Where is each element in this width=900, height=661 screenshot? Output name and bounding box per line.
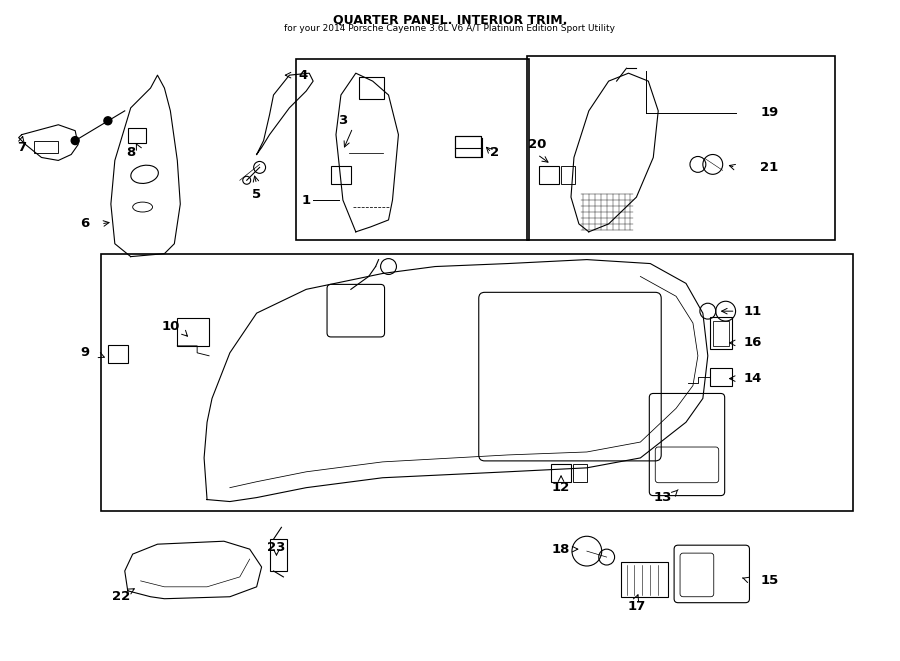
Bar xyxy=(539,167,559,184)
Text: 17: 17 xyxy=(627,600,645,613)
Text: 22: 22 xyxy=(112,590,130,603)
Text: 16: 16 xyxy=(743,336,761,350)
Text: 10: 10 xyxy=(161,319,180,332)
Bar xyxy=(101,254,852,512)
Bar xyxy=(710,317,732,349)
Bar xyxy=(710,368,732,385)
Bar xyxy=(269,539,287,571)
Text: 21: 21 xyxy=(760,161,778,174)
Text: 6: 6 xyxy=(80,217,90,231)
Bar xyxy=(621,562,668,597)
Bar xyxy=(713,321,729,346)
Text: 19: 19 xyxy=(760,106,778,120)
Bar xyxy=(359,77,383,99)
Bar xyxy=(551,464,571,482)
Text: 2: 2 xyxy=(491,146,500,159)
Text: 18: 18 xyxy=(552,543,571,556)
Text: 20: 20 xyxy=(528,138,546,151)
Bar xyxy=(561,167,575,184)
Text: 7: 7 xyxy=(17,141,26,154)
Text: 1: 1 xyxy=(302,194,310,207)
Text: 5: 5 xyxy=(252,188,261,201)
Bar xyxy=(573,464,587,482)
Bar xyxy=(33,141,58,153)
Bar xyxy=(455,136,481,157)
Text: 3: 3 xyxy=(338,114,347,128)
Text: 13: 13 xyxy=(654,491,672,504)
Text: QUARTER PANEL. INTERIOR TRIM.: QUARTER PANEL. INTERIOR TRIM. xyxy=(333,14,567,26)
Text: for your 2014 Porsche Cayenne 3.6L V6 A/T Platinum Edition Sport Utility: for your 2014 Porsche Cayenne 3.6L V6 A/… xyxy=(284,24,616,32)
Circle shape xyxy=(104,117,112,125)
Bar xyxy=(177,318,209,346)
Text: 9: 9 xyxy=(80,346,90,360)
Text: 12: 12 xyxy=(552,481,571,494)
Circle shape xyxy=(71,137,79,145)
Text: 11: 11 xyxy=(743,305,761,318)
Text: 14: 14 xyxy=(743,372,761,385)
Text: 8: 8 xyxy=(126,146,135,159)
Bar xyxy=(527,56,834,240)
Bar xyxy=(108,345,128,363)
Text: 15: 15 xyxy=(760,574,778,588)
Text: 4: 4 xyxy=(299,69,308,82)
Bar xyxy=(331,167,351,184)
Bar xyxy=(128,128,146,143)
Bar xyxy=(455,136,481,157)
Text: 23: 23 xyxy=(267,541,285,554)
Bar xyxy=(296,59,529,240)
